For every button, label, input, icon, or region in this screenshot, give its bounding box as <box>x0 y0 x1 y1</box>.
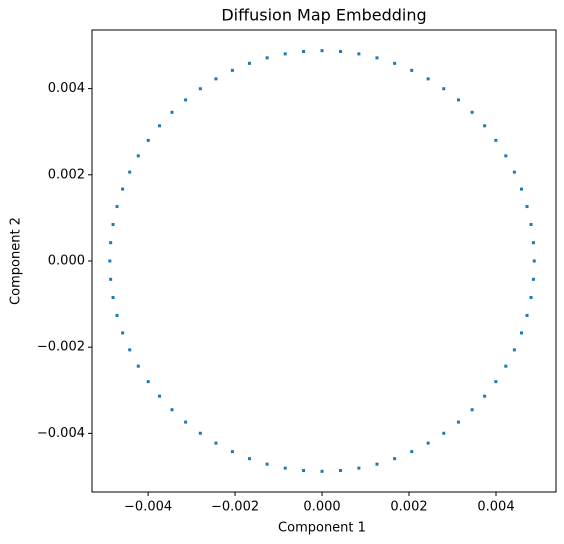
point <box>170 110 174 114</box>
point <box>426 441 430 445</box>
point <box>109 277 113 281</box>
point <box>230 450 234 454</box>
point <box>184 98 188 102</box>
point <box>519 187 523 191</box>
point <box>109 241 113 245</box>
point <box>529 222 533 226</box>
point <box>128 170 132 174</box>
point <box>230 68 234 72</box>
chart-title: Diffusion Map Embedding <box>221 6 426 25</box>
y-tick-label: 0.004 <box>48 81 85 96</box>
point <box>456 98 460 102</box>
point <box>136 364 140 368</box>
point <box>525 313 529 317</box>
point <box>198 431 202 435</box>
point <box>531 241 535 245</box>
point <box>198 87 202 91</box>
point <box>529 296 533 300</box>
point <box>265 56 269 60</box>
point <box>247 61 251 65</box>
point <box>512 348 516 352</box>
y-tick-label: 0.000 <box>48 254 85 269</box>
y-tick-label: 0.002 <box>48 167 85 182</box>
point <box>339 50 343 54</box>
point <box>410 68 414 72</box>
point <box>442 87 446 91</box>
point <box>146 138 150 142</box>
point <box>531 277 535 281</box>
point <box>115 313 119 317</box>
point <box>157 124 161 128</box>
point <box>410 450 414 454</box>
point <box>214 441 218 445</box>
x-tick-label: 0.002 <box>390 500 427 515</box>
x-tick-label: −0.004 <box>124 500 172 515</box>
point <box>483 124 487 128</box>
point <box>357 466 361 470</box>
point <box>525 205 529 209</box>
y-tick-label: −0.004 <box>37 426 85 441</box>
plot-frame <box>91 29 557 493</box>
point <box>146 380 150 384</box>
point <box>483 394 487 398</box>
point <box>121 331 125 335</box>
point <box>157 394 161 398</box>
point <box>339 468 343 472</box>
point <box>283 52 287 56</box>
point <box>111 296 115 300</box>
y-axis-label: Component 2 <box>9 217 24 305</box>
point <box>519 331 523 335</box>
x-axis-label: Component 1 <box>278 521 366 536</box>
point <box>283 466 287 470</box>
point <box>504 154 508 158</box>
point <box>512 170 516 174</box>
point <box>184 420 188 424</box>
point <box>121 187 125 191</box>
point <box>170 408 174 412</box>
point <box>302 50 306 54</box>
y-tick-label: −0.002 <box>37 340 85 355</box>
point <box>111 222 115 226</box>
point <box>128 348 132 352</box>
point <box>532 259 536 263</box>
point <box>136 154 140 158</box>
x-tick-label: 0.000 <box>303 500 340 515</box>
point <box>470 408 474 412</box>
point <box>302 468 306 472</box>
point <box>115 205 119 209</box>
point <box>456 420 460 424</box>
point <box>470 110 474 114</box>
point <box>108 259 112 263</box>
point <box>426 77 430 81</box>
point <box>214 77 218 81</box>
point <box>375 56 379 60</box>
point <box>504 364 508 368</box>
point <box>265 462 269 466</box>
point <box>494 138 498 142</box>
point <box>247 457 251 461</box>
point <box>442 431 446 435</box>
point <box>494 380 498 384</box>
point <box>357 52 361 56</box>
point <box>375 462 379 466</box>
x-tick-label: −0.002 <box>211 500 259 515</box>
point <box>320 49 324 53</box>
x-tick-label: 0.004 <box>477 500 514 515</box>
point <box>393 61 397 65</box>
point <box>320 469 324 473</box>
point <box>393 457 397 461</box>
